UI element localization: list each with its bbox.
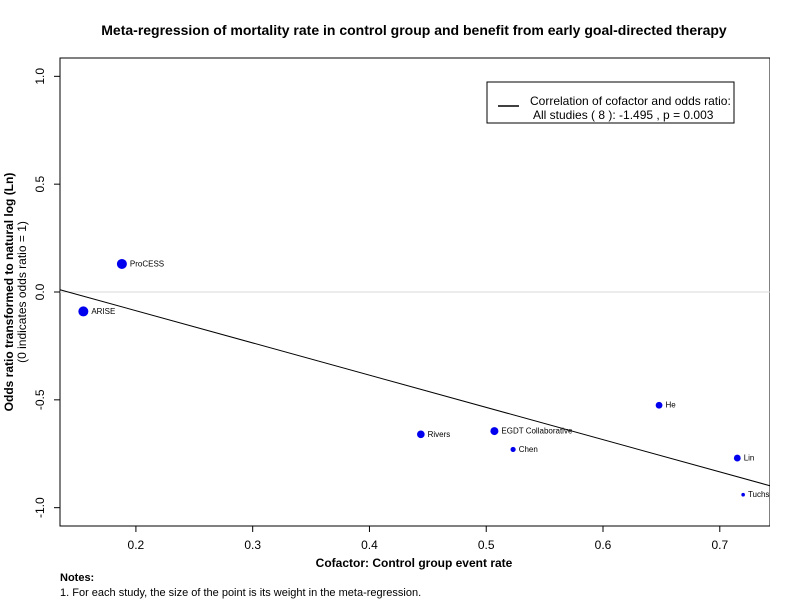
x-tick-label: 0.7 [711, 538, 728, 552]
notes-header: Notes: [60, 572, 95, 584]
legend-line2: All studies ( 8 ): -1.495 , p = 0.003 [533, 108, 714, 122]
x-tick-label: 0.5 [478, 538, 495, 552]
y-tick-label: 1.0 [33, 68, 47, 85]
x-tick-label: 0.2 [128, 538, 145, 552]
y-tick-label: -0.5 [33, 389, 47, 410]
study-point [116, 258, 127, 269]
study-label: Chen [519, 445, 538, 454]
legend-line1: Correlation of cofactor and odds ratio: [530, 94, 731, 108]
notes-section: Notes: 1. For each study, the size of th… [60, 571, 421, 601]
notes-line-1: 1. For each study, the size of the point… [60, 587, 422, 599]
x-tick-label: 0.4 [361, 538, 378, 552]
study-point [733, 454, 741, 462]
y-tick-label: 0.5 [33, 176, 47, 193]
study-label: Rivers [428, 430, 451, 439]
chart-title: Meta-regression of mortality rate in con… [101, 22, 727, 38]
y-tick-label: -1.0 [33, 497, 47, 518]
study-label: Lin [744, 454, 755, 463]
regression-line [59, 289, 770, 487]
legend: Correlation of cofactor and odds ratio: … [486, 81, 735, 124]
study-point [417, 430, 425, 439]
x-tick-label: 0.6 [595, 538, 612, 552]
study-point [655, 401, 663, 409]
study-label: Tuchschmidt [748, 490, 794, 499]
y-axis-label: Odds ratio transformed to natural log (L… [2, 173, 16, 412]
study-point [78, 306, 89, 317]
legend-box [486, 81, 735, 124]
study-point [510, 446, 516, 453]
study-point [490, 427, 499, 436]
y-axis-sublabel: (0 indicates odds ratio = 1) [15, 221, 29, 363]
study-label: EGDT Collaborative [501, 427, 573, 436]
study-label: ProCESS [130, 259, 164, 268]
x-axis-label: Cofactor: Control group event rate [316, 556, 513, 570]
plot-area: 0.2 0.3 0.4 0.5 0.6 0.7 -1.0 -0.5 0.0 0.5 1.0 ProCE… [33, 57, 794, 552]
study-label: He [665, 401, 676, 410]
study-label: ARISE [91, 307, 115, 316]
study-point [741, 492, 745, 497]
x-tick-label: 0.3 [244, 538, 261, 552]
y-tick-label: 0.0 [33, 283, 47, 300]
